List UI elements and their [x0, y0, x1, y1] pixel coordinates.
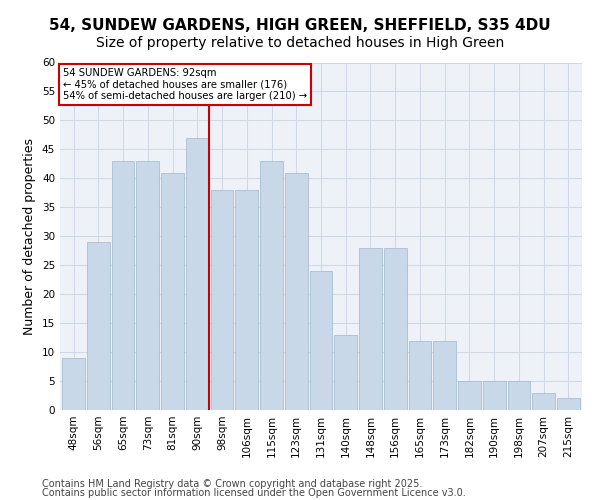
Bar [409, 340, 431, 410]
Y-axis label: Number of detached properties: Number of detached properties [23, 138, 37, 335]
Text: Contains HM Land Registry data © Crown copyright and database right 2025.: Contains HM Land Registry data © Crown c… [42, 479, 422, 489]
Text: 54, SUNDEW GARDENS, HIGH GREEN, SHEFFIELD, S35 4DU: 54, SUNDEW GARDENS, HIGH GREEN, SHEFFIEL… [49, 18, 551, 32]
Bar [112, 161, 134, 410]
Bar [359, 248, 382, 410]
Bar [136, 161, 159, 410]
Bar [87, 242, 110, 410]
Bar [483, 381, 506, 410]
Bar [211, 190, 233, 410]
Bar [508, 381, 530, 410]
Bar [384, 248, 407, 410]
Bar [557, 398, 580, 410]
Text: 54 SUNDEW GARDENS: 92sqm
← 45% of detached houses are smaller (176)
54% of semi-: 54 SUNDEW GARDENS: 92sqm ← 45% of detach… [62, 68, 307, 101]
Bar [334, 334, 357, 410]
Bar [285, 172, 308, 410]
Text: Size of property relative to detached houses in High Green: Size of property relative to detached ho… [96, 36, 504, 50]
Bar [235, 190, 258, 410]
Bar [458, 381, 481, 410]
Text: Contains public sector information licensed under the Open Government Licence v3: Contains public sector information licen… [42, 488, 466, 498]
Bar [310, 271, 332, 410]
Bar [532, 392, 555, 410]
Bar [433, 340, 456, 410]
Bar [62, 358, 85, 410]
Bar [161, 172, 184, 410]
Bar [260, 161, 283, 410]
Bar [186, 138, 209, 410]
